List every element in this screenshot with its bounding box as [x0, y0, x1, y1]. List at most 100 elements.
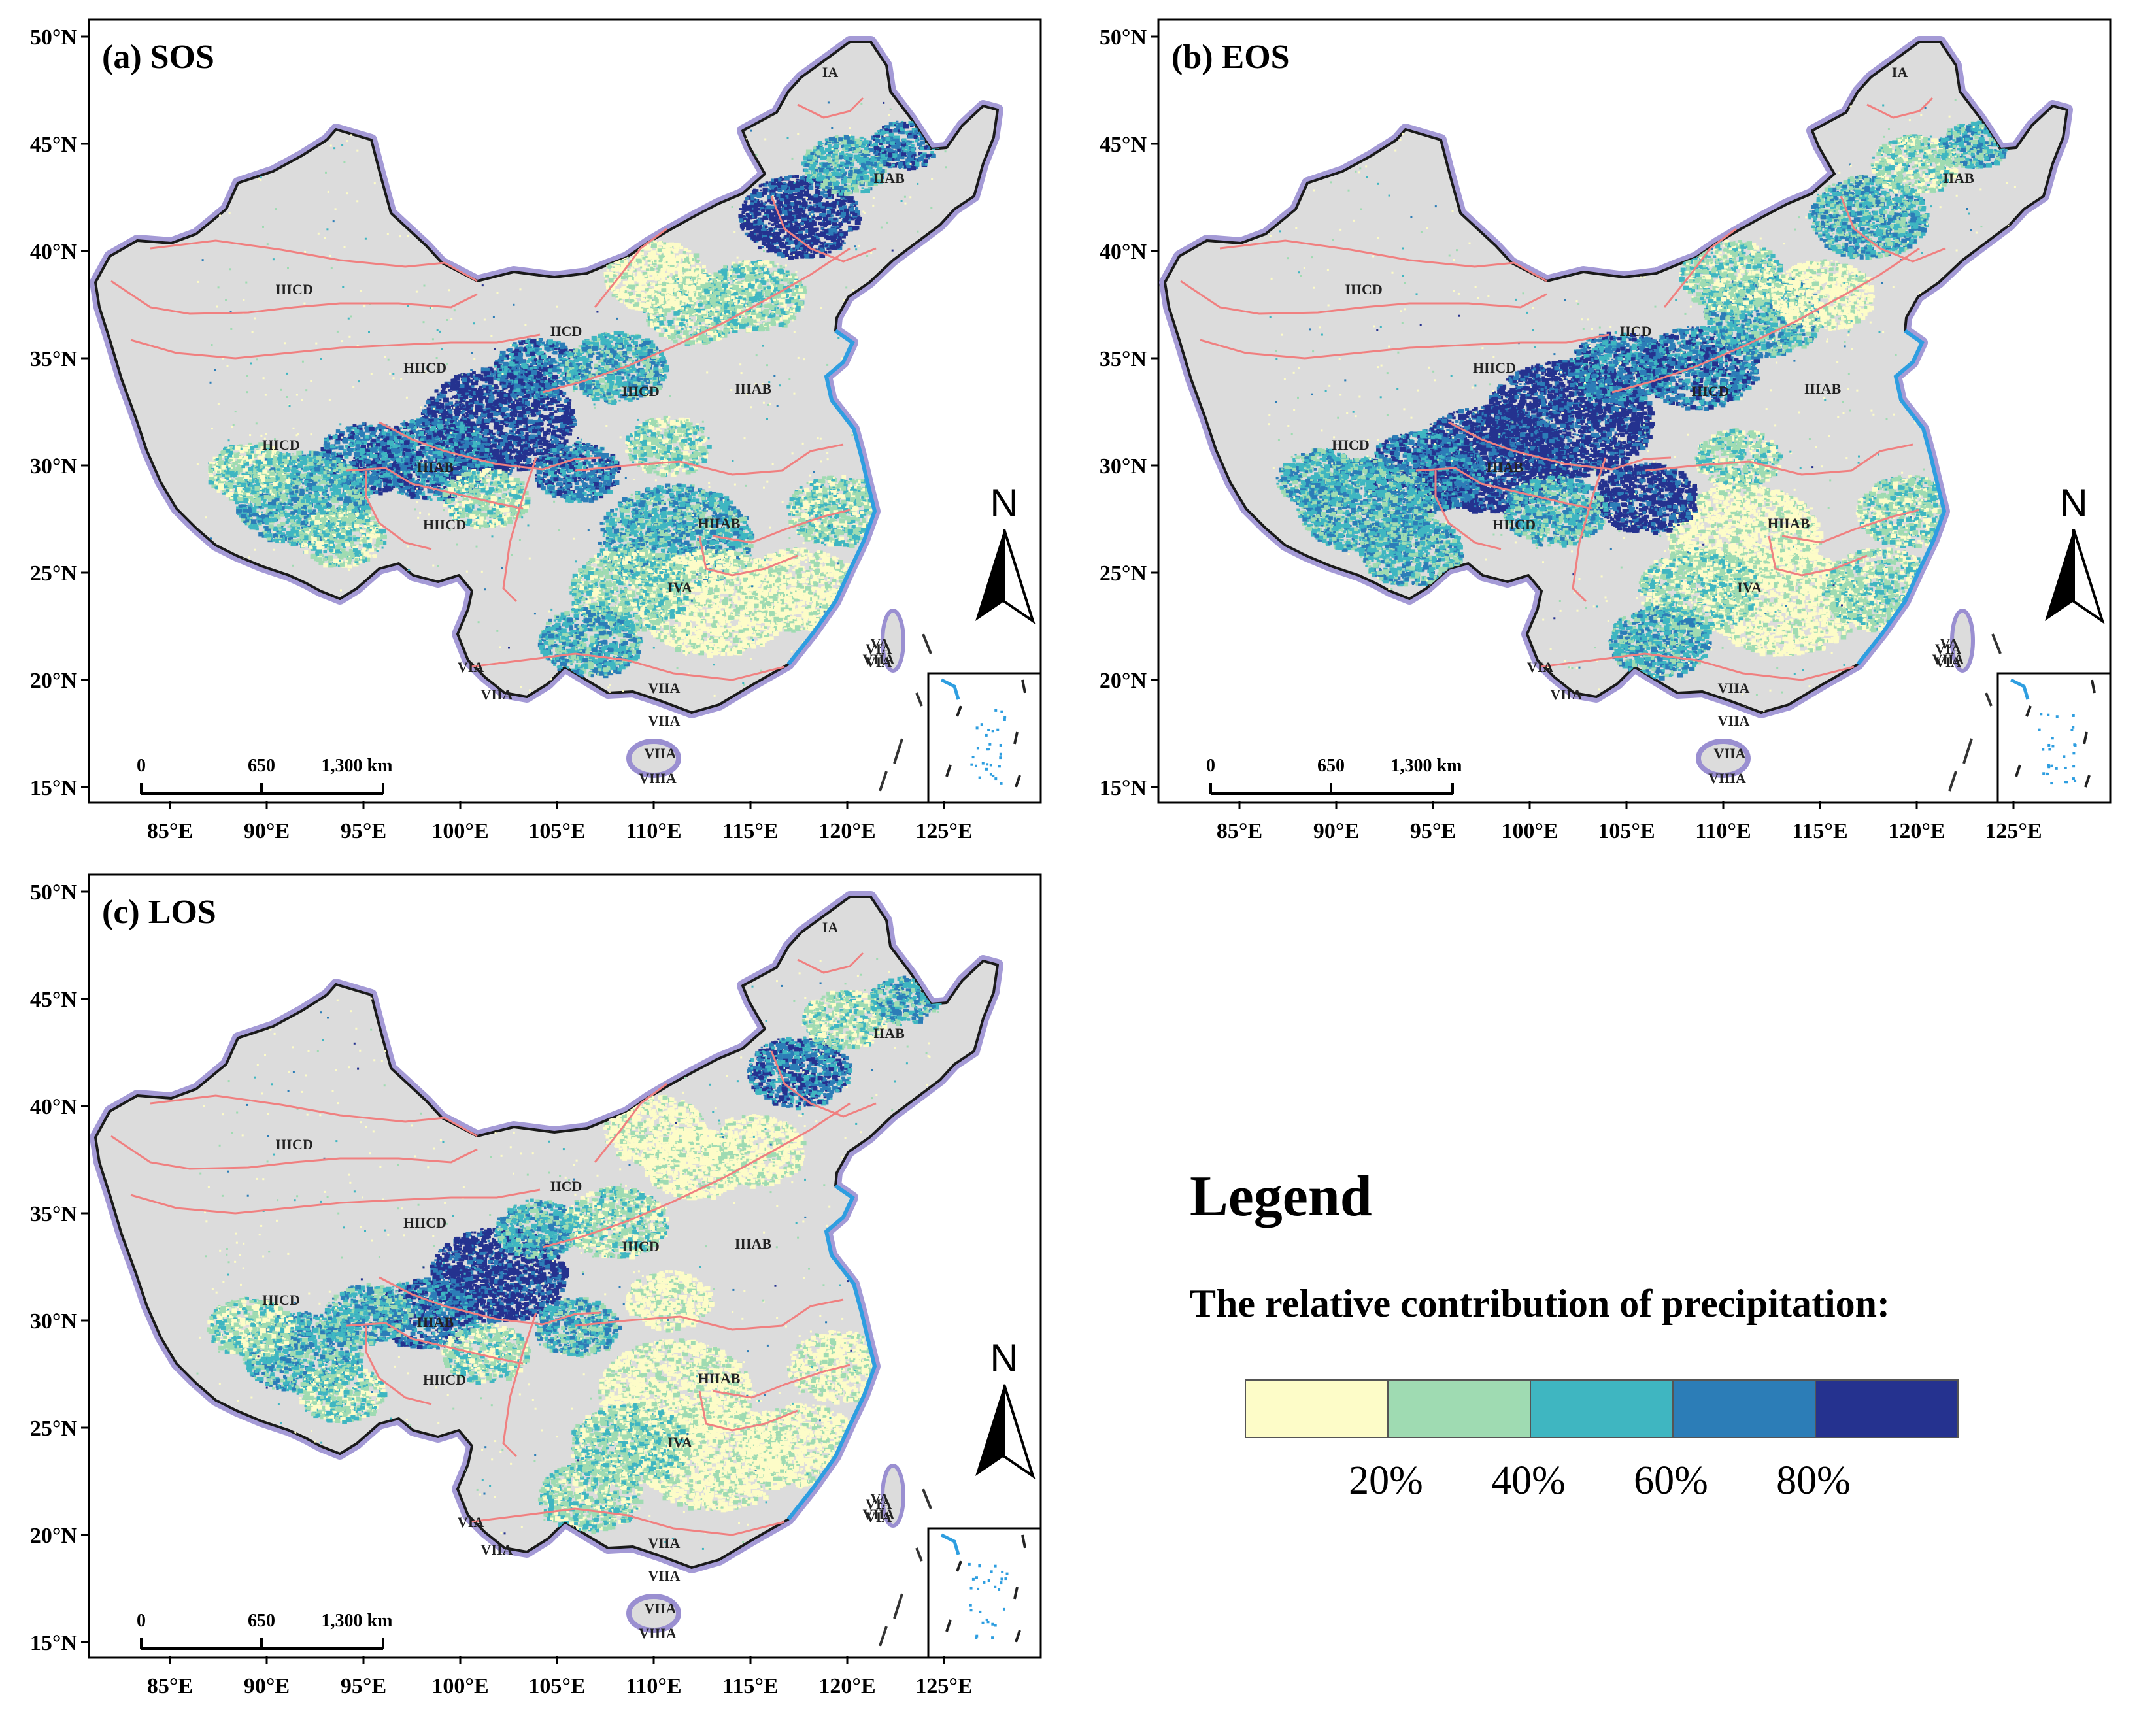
region-label: IICD [550, 323, 582, 339]
lat-tick-label: 15°N [1100, 776, 1147, 800]
region-label: VIIA [648, 680, 681, 696]
region-label: HIICD [403, 1215, 446, 1231]
lat-tick-label: 35°N [30, 1202, 78, 1226]
region-label: HICD [262, 1292, 299, 1308]
lon-tick-label: 115°E [722, 1674, 778, 1698]
scale-bar-label: 650 [1317, 756, 1345, 776]
lat-tick-label: 20°N [1100, 669, 1147, 693]
region-label: VIIA [863, 1506, 895, 1522]
lon-tick-label: 125°E [915, 819, 972, 843]
lat-tick-label: 20°N [30, 1524, 78, 1548]
region-label: IA [822, 64, 839, 80]
lon-tick-label: 85°E [147, 819, 193, 843]
region-label: IIICD [622, 383, 659, 399]
region-label: HIIAB [698, 515, 741, 531]
lat-tick-label: 30°N [1100, 454, 1147, 479]
scale-bar-label: 650 [248, 756, 275, 776]
legend-swatch-3 [1531, 1381, 1674, 1437]
lon-tick-label: 110°E [1695, 819, 1751, 843]
scale-bar-label: 1,300 km [1391, 756, 1462, 776]
legend-tick-40: 40% [1491, 1458, 1566, 1504]
region-label: IIICD [622, 1238, 659, 1254]
lat-tick-label: 40°N [30, 1095, 78, 1119]
lat-tick-label: 45°N [30, 133, 78, 157]
lon-tick-label: 85°E [147, 1674, 193, 1698]
lon-tick-label: 95°E [341, 1674, 386, 1698]
scale-bar-label: 0 [137, 1611, 146, 1631]
lon-tick-label: 115°E [722, 819, 778, 843]
lat-tick-label: 20°N [30, 669, 78, 693]
lon-tick-label: 90°E [244, 819, 290, 843]
lon-tick-label: 110°E [626, 819, 681, 843]
lon-tick-label: 100°E [431, 1674, 488, 1698]
lon-tick-label: 105°E [528, 1674, 585, 1698]
region-label: IA [822, 919, 839, 935]
scale-bar-label: 0 [137, 756, 146, 776]
region-label: HIICD [1492, 516, 1536, 533]
region-label: HIICD [1473, 360, 1516, 376]
panel-title: (c) LOS [102, 894, 216, 931]
region-label: HIAB [417, 1314, 454, 1330]
region-label: VIA [1527, 659, 1553, 675]
legend-tick-60: 60% [1634, 1458, 1708, 1504]
legend-tick-80: 80% [1776, 1458, 1851, 1504]
lon-tick-label: 105°E [1598, 819, 1655, 843]
lat-tick-label: 45°N [30, 988, 78, 1012]
lat-tick-label: 30°N [30, 454, 78, 479]
panel-title: (b) EOS [1171, 39, 1290, 76]
map-panel-eos: IA IIAB IICD IIICD HIICD IIICD IIIAB HICD HIAB HI… [1070, 0, 2123, 850]
legend-swatch-1 [1246, 1381, 1389, 1437]
region-label: HIIAB [1768, 515, 1810, 531]
legend-color-bar [1245, 1379, 1959, 1438]
legend-tick-20: 20% [1349, 1458, 1423, 1504]
lat-tick-label: 40°N [30, 240, 78, 264]
region-label: VIIA [648, 713, 681, 729]
region-label: VIIA [481, 686, 513, 703]
legend-title: Legend [1190, 1164, 1372, 1230]
map-panel-los: IA IIAB IICD IIICD HIICD IIICD IIIAB HICD HIAB HI… [0, 855, 1054, 1705]
region-label: HICD [262, 437, 299, 453]
lat-tick-label: 25°N [1100, 562, 1147, 586]
legend: Legend The relative contribution of prec… [1190, 1164, 2040, 1490]
region-label: IVA [667, 1434, 692, 1451]
scale-bar-label: 650 [248, 1611, 275, 1631]
lon-tick-label: 125°E [1985, 819, 2042, 843]
lat-tick-label: 25°N [30, 1417, 78, 1441]
south-china-sea-inset [928, 1528, 1041, 1658]
region-label: VIIA [648, 1535, 681, 1551]
region-label: VIIA [1551, 686, 1583, 703]
lat-tick-label: 45°N [1100, 133, 1147, 157]
region-label: IIIAB [735, 380, 772, 397]
scale-bar-label: 0 [1206, 756, 1215, 776]
lon-tick-label: 120°E [818, 1674, 875, 1698]
lat-tick-label: 25°N [30, 562, 78, 586]
region-label: VIIA [1718, 680, 1750, 696]
region-label: VIIA [1714, 745, 1746, 762]
south-china-sea-inset [1998, 673, 2110, 803]
panel-title: (a) SOS [102, 39, 214, 76]
region-label: VIIIA [639, 770, 677, 786]
region-label: IVA [667, 579, 692, 596]
lat-tick-label: 30°N [30, 1309, 78, 1334]
scale-bar-label: 1,300 km [322, 756, 393, 776]
region-label: IIAB [873, 1025, 905, 1041]
region-label: VIIIA [639, 1625, 677, 1641]
region-label: HICD [1332, 437, 1369, 453]
region-label: VIIA [481, 1541, 513, 1558]
region-label: IIIAB [735, 1235, 772, 1252]
legend-swatch-5 [1816, 1381, 1957, 1437]
region-label: IIICD [275, 1136, 312, 1152]
region-label: IIIAB [1804, 380, 1842, 397]
region-label: IIICD [1691, 383, 1728, 399]
region-label: IA [1892, 64, 1908, 80]
lon-tick-label: 90°E [244, 1674, 290, 1698]
legend-swatch-4 [1674, 1381, 1816, 1437]
region-label: HIICD [403, 360, 446, 376]
lon-tick-label: 95°E [341, 819, 386, 843]
legend-subtitle: The relative contribution of precipitati… [1190, 1281, 1890, 1326]
region-label: VIA [458, 1514, 484, 1530]
region-label: IIAB [1943, 170, 1974, 186]
region-label: IVA [1737, 579, 1762, 596]
